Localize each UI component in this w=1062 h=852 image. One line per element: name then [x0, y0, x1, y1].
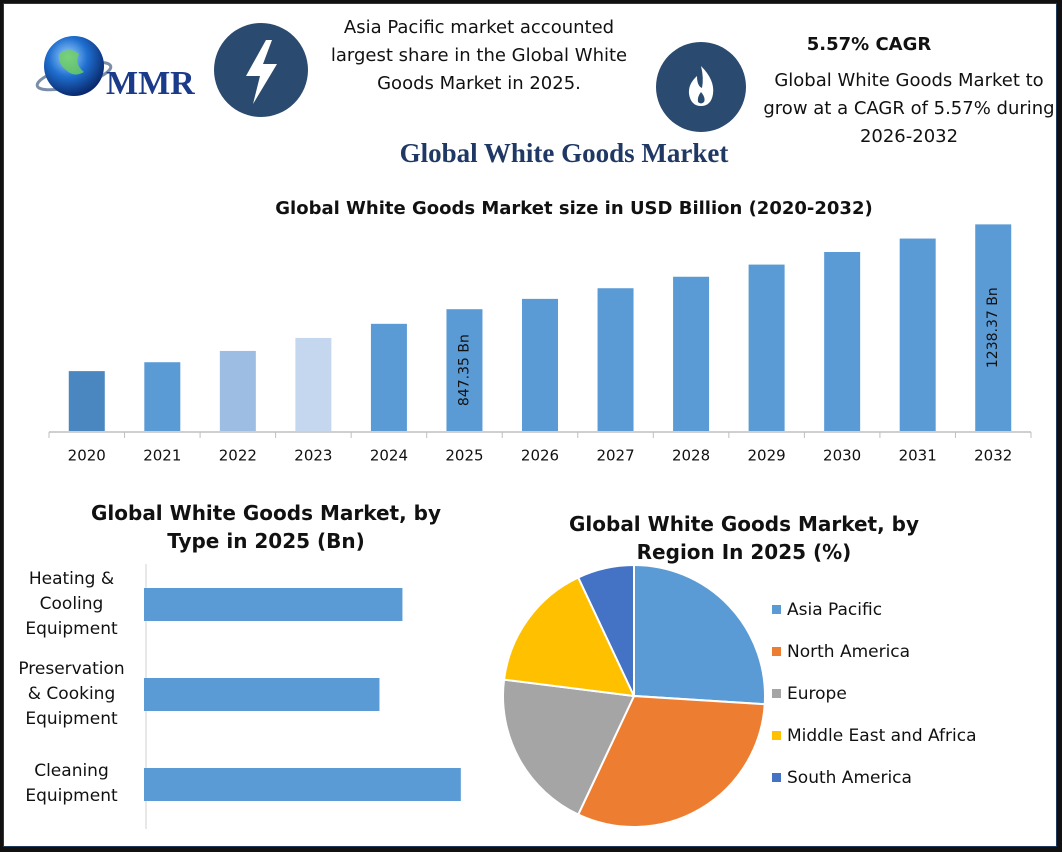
x-tick-label: 2025 — [445, 447, 483, 465]
logo-text: MMR — [106, 65, 195, 102]
lightning-icon — [214, 23, 308, 117]
bar — [295, 337, 332, 431]
x-tick-label: 2020 — [68, 447, 106, 465]
y-tick-label: Preservation & Cooking Equipment — [18, 658, 125, 729]
bar — [899, 238, 936, 431]
bar — [370, 323, 407, 431]
note-left: Asia Pacific market accounted largest sh… — [330, 17, 628, 94]
chart-title: Global White Goods Market, by Type in 20… — [90, 501, 442, 553]
value-label: 1238.37 Bn — [985, 287, 1001, 368]
flame-icon — [656, 42, 746, 132]
pie-slice — [576, 694, 766, 828]
x-tick-label: 2031 — [899, 447, 937, 465]
bar — [975, 224, 1012, 431]
legend-swatch — [772, 731, 781, 740]
legend-swatch — [772, 605, 781, 614]
infographic: MMR 2020 2021 2022 2023 2024 2025 847.35 Bn 202… — [3, 3, 1057, 847]
bar — [522, 298, 558, 431]
bar — [824, 252, 861, 431]
note-right: Global White Goods Market to grow at a C… — [763, 70, 1055, 147]
bar — [673, 276, 710, 431]
x-tick-label: 2028 — [672, 447, 710, 465]
value-label: 847.35 Bn — [456, 334, 472, 406]
bar — [144, 768, 461, 801]
bar — [748, 264, 785, 431]
bar — [597, 288, 634, 431]
y-tick-label: Cleaning Equipment — [25, 761, 118, 806]
legend-swatch — [772, 689, 781, 698]
legend-swatch — [772, 647, 781, 656]
legend-swatch — [772, 773, 781, 782]
bar — [68, 371, 105, 431]
x-tick-label: 2022 — [219, 447, 257, 465]
bar — [446, 309, 483, 431]
x-tick-label: 2032 — [974, 447, 1012, 465]
pie-slice — [576, 563, 635, 697]
logo: MMR — [35, 36, 195, 102]
legend-label: Asia Pacific — [787, 600, 882, 620]
bar — [144, 588, 403, 621]
legend-label: Middle East and Africa — [787, 726, 977, 746]
x-tick-label: 2021 — [143, 447, 181, 465]
bar — [144, 362, 181, 431]
y-tick-label: Heating & Cooling Equipment — [25, 568, 118, 639]
x-tick-label: 2029 — [748, 447, 786, 465]
x-tick-label: 2030 — [823, 447, 861, 465]
pie-slice — [502, 576, 636, 698]
legend-label: North America — [787, 642, 910, 662]
legend-label: Europe — [787, 684, 847, 704]
main-title: Global White Goods Market — [399, 138, 729, 168]
pie-slice — [502, 678, 636, 816]
cagr-title: 5.57% CAGR — [806, 34, 932, 55]
legend-label: South America — [787, 768, 912, 788]
bar — [144, 678, 380, 711]
x-tick-label: 2023 — [294, 447, 332, 465]
x-tick-label: 2026 — [521, 447, 559, 465]
chart-title: Global White Goods Market, by Region In … — [568, 512, 920, 564]
x-tick-label: 2027 — [596, 447, 634, 465]
x-tick-label: 2024 — [370, 447, 408, 465]
canvas: MMR 2020 2021 2022 2023 2024 2025 847.35 Bn 202… — [35, 23, 1032, 829]
chart-title: Global White Goods Market size in USD Bi… — [275, 198, 873, 219]
bar — [219, 350, 256, 431]
pie-slice — [633, 563, 766, 706]
